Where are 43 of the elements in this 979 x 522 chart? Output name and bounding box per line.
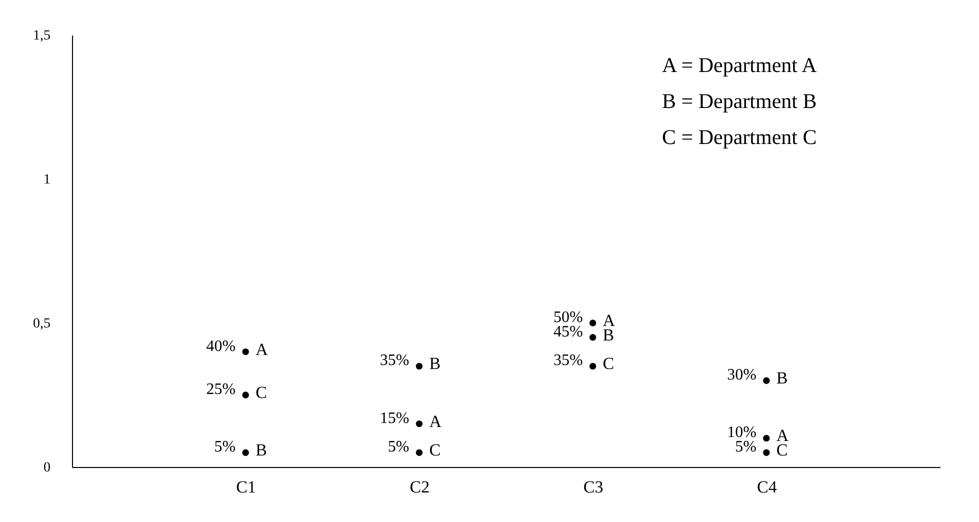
point [416, 449, 423, 456]
text: A [429, 412, 442, 431]
data-label: 5% [735, 438, 756, 456]
point [589, 320, 596, 326]
y-tick-label: 0,5 [33, 316, 50, 332]
data-label: 15% [380, 410, 410, 427]
y-tick-label: 0 [44, 460, 50, 476]
text: C [429, 440, 441, 460]
point [589, 362, 596, 370]
data-label: 35% [553, 352, 583, 370]
data-label: 30% [727, 366, 756, 384]
point [416, 420, 423, 428]
x-tick-label: C4 [756, 478, 778, 496]
point [763, 377, 770, 384]
data-label: 25% [206, 381, 236, 398]
point [763, 434, 770, 442]
point [763, 449, 770, 456]
text: B [256, 440, 267, 460]
data-label: 5% [388, 438, 410, 456]
data-label: 50% [553, 309, 583, 326]
annotation: B = Department B [662, 89, 817, 113]
point [242, 392, 249, 398]
x-tick-label: C2 [410, 478, 430, 496]
data-label: 10% [727, 424, 756, 442]
series-label: B [776, 368, 788, 388]
annotation: C = Department C [662, 125, 817, 149]
text: B [429, 354, 441, 374]
data-label: 40% [206, 338, 236, 355]
y-tick-label: 1 [44, 172, 50, 188]
text: A [256, 340, 268, 359]
point [242, 348, 249, 356]
point [589, 334, 596, 341]
text: C [256, 383, 267, 402]
point [416, 362, 423, 370]
y-tick-label: 1,5 [33, 28, 50, 44]
x-tick-label: C1 [236, 478, 256, 496]
data-label: 45% [553, 323, 583, 340]
annotation: A = Department A [662, 53, 818, 77]
data-label: 5% [214, 438, 236, 456]
point [242, 449, 249, 456]
series-label: C [602, 354, 614, 374]
data-label: 35% [380, 352, 410, 370]
x-tick-label: C3 [583, 478, 604, 496]
